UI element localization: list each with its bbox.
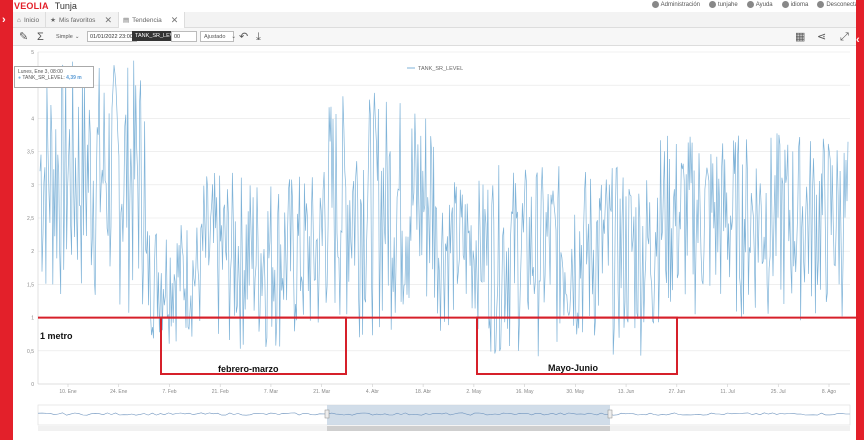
- tab-trend[interactable]: ▤ Tendencia ✕: [118, 12, 186, 28]
- x-tick-label: 4. Abr: [366, 389, 379, 395]
- left-sidebar-strip: ›: [0, 0, 13, 440]
- x-tick-label: 25. Jul: [771, 389, 786, 395]
- right-sidebar-strip: ‹: [856, 0, 864, 440]
- gear-icon: [651, 1, 659, 8]
- date-to-input[interactable]: 00: [171, 31, 197, 42]
- y-tick-label: 4: [31, 116, 34, 122]
- expand-right-chevron-icon[interactable]: ‹: [856, 34, 860, 46]
- x-tick-label: 10. Ene: [59, 389, 76, 395]
- navigator-series: [37, 412, 850, 416]
- x-tick-label: 21. Feb: [212, 389, 229, 395]
- x-tick-label: 7. Feb: [162, 389, 176, 395]
- sigma-icon[interactable]: Σ: [37, 31, 44, 43]
- x-tick-label: 8. Ago: [822, 389, 836, 395]
- highlight-box-1: [160, 316, 347, 376]
- chevron-down-icon: ⌄: [74, 34, 80, 40]
- menu-administration[interactable]: Administración: [651, 1, 700, 8]
- hover-series: TANK_SR_LEVEL:: [22, 75, 65, 81]
- table-view-icon[interactable]: ▦: [795, 31, 806, 43]
- series-tooltip: TANK_SR_LEVEL: [132, 31, 184, 41]
- y-tick-label: 2,5: [27, 216, 34, 222]
- navigator-handle-left: [324, 409, 330, 419]
- close-icon[interactable]: ✕: [104, 14, 112, 25]
- x-tick-label: 30. May: [566, 389, 584, 395]
- y-tick-label: 0: [31, 382, 34, 388]
- undo-icon[interactable]: ↶: [239, 31, 249, 43]
- navigator-scrollbar-thumb: [327, 426, 610, 431]
- x-tick-label: 2. May: [466, 389, 482, 395]
- y-tick-label: 5: [31, 50, 34, 56]
- tab-home[interactable]: ⌂ Inicio: [13, 12, 47, 28]
- highlight-box-2: [476, 316, 678, 376]
- tab-favorites[interactable]: ★ Mis favoritos ✕: [46, 12, 119, 28]
- period-label-may-jun: Mayo-Junio: [548, 363, 599, 373]
- x-tick-label: 13. Jun: [618, 389, 635, 395]
- export-icon[interactable]: ⤓: [256, 31, 261, 43]
- x-tick-label: 7. Mar: [264, 389, 279, 395]
- y-tick-label: 1: [31, 316, 34, 322]
- x-tick-label: 24. Ene: [110, 389, 127, 395]
- mode-select[interactable]: Simple ⌄: [56, 34, 80, 40]
- menu-logout[interactable]: Desconectar: [817, 1, 860, 8]
- top-menu: Administración tunjahe Ayuda idioma Desc…: [651, 1, 860, 8]
- fullscreen-icon[interactable]: ⤢: [840, 31, 849, 43]
- y-tick-label: 3,5: [27, 150, 34, 156]
- x-tick-label: 21. Mar: [313, 389, 330, 395]
- y-tick-label: 0,5: [27, 349, 34, 355]
- globe-icon: [781, 1, 789, 8]
- hover-date: Lunes, Ene 3, 08:00: [18, 69, 63, 75]
- y-tick-label: 1,5: [27, 282, 34, 288]
- hover-tooltip: Lunes, Ene 3, 08:00 ● TANK_SR_LEVEL: 4,3…: [14, 66, 94, 88]
- menu-user[interactable]: tunjahe: [709, 1, 738, 8]
- y-tick-label: 3: [31, 183, 34, 189]
- hover-value: 4,39 m: [66, 75, 82, 81]
- chevron-down-icon: ⌄: [231, 33, 237, 40]
- x-tick-label: 16. May: [516, 389, 534, 395]
- chart-icon: ▤: [122, 17, 130, 24]
- navigator-selection: [327, 405, 610, 425]
- series-line-tank-sr-level: [39, 60, 849, 357]
- brand-name: VEOLIA: [14, 1, 49, 11]
- share-icon[interactable]: ⋖: [817, 31, 827, 43]
- star-icon: ★: [50, 17, 56, 24]
- power-icon: [817, 1, 825, 8]
- y-tick-label: 2: [31, 249, 34, 255]
- user-icon: [709, 1, 717, 8]
- home-icon: ⌂: [17, 16, 21, 24]
- menu-help[interactable]: Ayuda: [746, 1, 773, 8]
- top-header: VEOLIA Tunja Administración tunjahe Ayud…: [0, 0, 864, 12]
- navigator-handle-right: [607, 409, 613, 419]
- pencil-icon[interactable]: ✎: [19, 31, 29, 43]
- x-tick-label: 11. Jul: [720, 389, 734, 395]
- close-icon[interactable]: ✕: [170, 14, 179, 25]
- trend-toolbar: ✎ Σ Simple ⌄ 01/01/2022 23:00 TANK_SR_LEV…: [13, 28, 856, 46]
- legend-label: TANK_SR_LEVEL: [418, 66, 463, 72]
- x-tick-label: 27. Jun: [669, 389, 686, 395]
- x-tick-label: 18. Abr: [415, 389, 431, 395]
- threshold-label: 1 metro: [40, 331, 73, 341]
- menu-language[interactable]: idioma: [781, 1, 808, 8]
- aggregation-select[interactable]: Ajustado ⌄: [200, 31, 237, 42]
- expand-left-chevron-icon[interactable]: ›: [2, 14, 6, 26]
- period-label-feb-mar: febrero-marzo: [218, 364, 279, 374]
- help-icon: [746, 1, 754, 8]
- app-title: Tunja: [54, 1, 77, 11]
- tab-bar: ⌂ Inicio ★ Mis favoritos ✕ ▤ Tendencia ✕: [13, 12, 856, 28]
